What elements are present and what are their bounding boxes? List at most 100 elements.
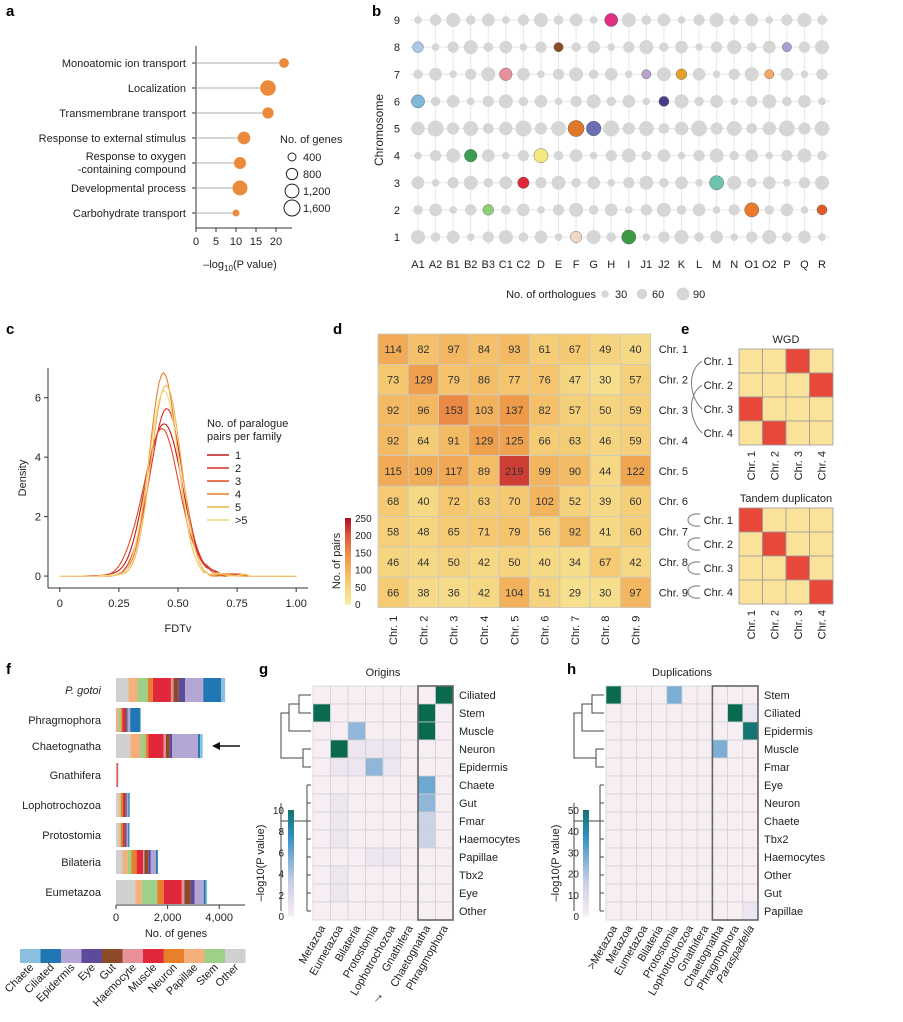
orthologue-dot bbox=[498, 229, 513, 245]
wgd-cell bbox=[738, 372, 763, 398]
orthologue-dot bbox=[518, 232, 529, 242]
row-label: Stem bbox=[459, 708, 485, 720]
enrichment-cell bbox=[636, 901, 652, 921]
group-highlight-box bbox=[417, 685, 454, 921]
enrichment-cell bbox=[666, 685, 683, 705]
cell-value: 91 bbox=[448, 435, 460, 447]
enrichment-cell bbox=[727, 775, 744, 795]
dendrogram bbox=[280, 694, 311, 912]
orthologue-dot bbox=[746, 231, 758, 243]
row-label: Chr. 5 bbox=[659, 466, 688, 478]
colorbar-segment bbox=[288, 817, 294, 822]
bar-segment-chaete bbox=[221, 678, 226, 702]
legend-label: 4 bbox=[235, 489, 241, 501]
bar-segment-epidermis bbox=[150, 850, 156, 874]
heatmap-cell bbox=[407, 485, 439, 517]
orthologue-dot bbox=[710, 41, 723, 53]
colorbar-segment bbox=[345, 601, 351, 605]
orthologue-dot bbox=[797, 148, 812, 163]
heatmap-cell bbox=[498, 394, 530, 426]
enrichment-cell bbox=[330, 775, 349, 795]
cell-value: 56 bbox=[539, 527, 551, 539]
orthologue-dot bbox=[814, 121, 830, 136]
colorbar-segment bbox=[345, 563, 351, 566]
orthologue-dot-highlight bbox=[658, 96, 670, 107]
bar-segment-eye bbox=[125, 823, 127, 847]
enrichment-cell bbox=[365, 883, 384, 903]
enrichment-cell bbox=[417, 739, 436, 759]
enrichment-cell bbox=[712, 811, 728, 831]
orthologue-dot bbox=[517, 67, 530, 81]
enrichment-cell bbox=[347, 685, 366, 705]
enrichment-cell bbox=[330, 703, 349, 723]
orthologue-dot bbox=[449, 206, 457, 214]
enrichment-cell bbox=[681, 901, 698, 921]
heatmap-cell bbox=[589, 576, 621, 609]
enrichment-cell bbox=[605, 883, 622, 903]
enrichment-cell bbox=[666, 829, 683, 849]
colorbar-segment bbox=[288, 910, 294, 914]
term-label: Transmembrane transport bbox=[59, 108, 186, 120]
row-label: Ciliated bbox=[459, 690, 496, 702]
orthologue-dot bbox=[798, 177, 811, 189]
orthologue-dot bbox=[710, 230, 723, 244]
enrichment-cell bbox=[666, 883, 683, 903]
wgd-cell bbox=[785, 348, 810, 374]
orthologue-dot bbox=[430, 232, 441, 242]
colorbar-segment bbox=[288, 844, 294, 848]
lollipop-dot bbox=[232, 209, 240, 217]
orthologue-dot bbox=[744, 67, 759, 82]
bar-segment-muscle bbox=[122, 793, 125, 817]
enrichment-cell bbox=[696, 685, 713, 705]
colorbar-tick-label: 100 bbox=[355, 566, 372, 577]
row-label: Muscle bbox=[459, 726, 494, 738]
heatmap-cell bbox=[468, 363, 500, 396]
group-label: Bilateria bbox=[61, 857, 102, 869]
colorbar-segment bbox=[345, 593, 351, 596]
enrichment-cell bbox=[727, 757, 744, 777]
density-curve->5 bbox=[59, 390, 297, 577]
enrichment-cell bbox=[712, 793, 728, 813]
heatmap-cell bbox=[620, 485, 652, 517]
orthologue-dot bbox=[675, 176, 688, 190]
enrichment-cell bbox=[347, 757, 366, 777]
cell-value: 79 bbox=[448, 375, 460, 387]
panel-letter-h: h bbox=[567, 661, 576, 678]
enrichment-cell bbox=[620, 865, 637, 885]
bar-segment-neuron bbox=[145, 734, 149, 758]
orthologue-dot bbox=[604, 67, 618, 81]
tandem-loop bbox=[687, 585, 701, 599]
enrichment-cell bbox=[712, 685, 728, 705]
orthologue-dot bbox=[588, 69, 599, 80]
enrichment-cell bbox=[742, 883, 759, 903]
orthologue-dot bbox=[692, 67, 706, 81]
colorbar-segment bbox=[583, 825, 589, 830]
td-column-label: Chr. 1 bbox=[746, 610, 758, 639]
wgd-cell bbox=[809, 396, 834, 422]
bar-segment-gut bbox=[125, 708, 127, 732]
cell-value: 34 bbox=[569, 557, 581, 569]
orthologue-dot bbox=[642, 233, 651, 241]
cell-value: 96 bbox=[417, 405, 429, 417]
x-tick-label: 0.25 bbox=[108, 598, 129, 610]
orthologue-dot bbox=[762, 229, 777, 245]
cell-value: 109 bbox=[414, 466, 432, 478]
cell-value: 60 bbox=[629, 496, 641, 508]
row-label: Chr. 2 bbox=[659, 375, 688, 387]
colorbar-label: No. of pairs bbox=[331, 532, 343, 589]
cell-value: 67 bbox=[599, 557, 611, 569]
cell-value: 72 bbox=[448, 496, 460, 508]
group-label: Lophotrochozoa bbox=[22, 800, 102, 812]
cell-value: 68 bbox=[387, 496, 399, 508]
orthologue-dot bbox=[782, 232, 792, 242]
orthologue-dot bbox=[603, 120, 620, 137]
orthologue-dot bbox=[695, 178, 703, 187]
enrichment-cell bbox=[347, 829, 366, 849]
td-cell bbox=[809, 531, 834, 557]
enrichment-cell bbox=[727, 829, 744, 849]
enrichment-cell bbox=[312, 775, 331, 795]
panel-letter-b: b bbox=[372, 3, 381, 20]
wgd-arc bbox=[691, 384, 703, 434]
orthologue-dot bbox=[730, 233, 738, 241]
wgd-cell bbox=[738, 420, 763, 446]
